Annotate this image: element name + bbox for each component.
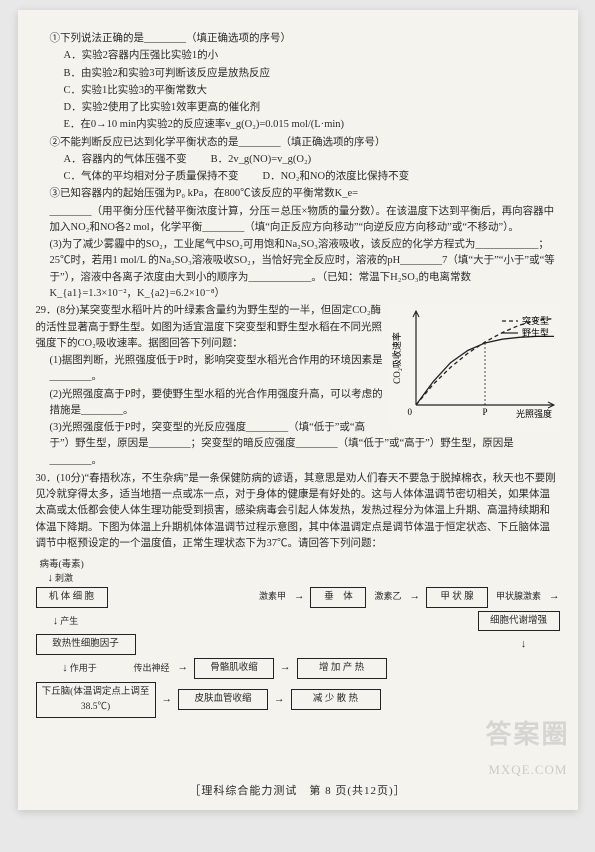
q29-chart: 0 P 光照强度 CO₂吸收速率 突变型野生型 xyxy=(390,305,560,425)
arrow-down-icon: ↓产生 xyxy=(36,616,98,627)
flow-virus: 病毒(毒素) xyxy=(40,558,560,573)
q28-opt2-c: C．气体的平均相对分子质量保持不变 xyxy=(64,169,239,185)
arrow-down-icon: ↓刺激 xyxy=(36,573,108,584)
q28-opt2-b: B．2v_g(NO)=v_g(O₂) xyxy=(211,152,312,168)
arrow-right-icon: → xyxy=(274,692,285,708)
arrow-right-icon: → xyxy=(280,660,291,676)
svg-text:光照强度: 光照强度 xyxy=(515,408,551,419)
watermark-url: MXQE.COM xyxy=(488,760,567,780)
label-jisujia: 激素甲 xyxy=(259,590,286,604)
q30-flowchart: 病毒(毒素) ↓刺激 机 体 细 胞 激素甲 → 垂 体 激素乙 → 甲 状 腺… xyxy=(36,558,560,718)
q28-stem3b: ________（用平衡分压代替平衡浓度计算，分压＝总压×物质的量分数）。在该温… xyxy=(36,204,560,237)
node-jianshao: 减 少 散 热 xyxy=(291,689,381,710)
node-jiazhuang: 甲 状 腺 xyxy=(426,587,488,608)
q28-stem4: (3)为了减少雾霾中的SO₂，工业尾气中SO₂可用饱和Na₂SO₃溶液吸收，该反… xyxy=(36,237,560,302)
label-jisuyi: 激素乙 xyxy=(374,590,401,604)
q28-opt2-d: D．NO₂和NO的浓度比保持不变 xyxy=(263,169,410,185)
arrow-down-icon: ↓ xyxy=(488,639,560,650)
q28-opt1-d: D．实验2使用了比实验1效率更高的催化剂 xyxy=(36,100,560,116)
label-chuanchu: 传出神经 xyxy=(134,662,170,676)
arrow-right-icon: → xyxy=(178,660,189,676)
node-xibao: 细胞代谢增强 xyxy=(478,611,560,632)
q28-opt1-e: E．在0→10 min内实验2的反应速率v_g(O₂)=0.015 mol/(L… xyxy=(36,117,560,133)
svg-text:突变型: 突变型 xyxy=(522,315,549,326)
q28-opt1-a: A．实验2容器内压强比实验1的小 xyxy=(36,48,560,64)
q28-stem1: ①下列说法正确的是________（填正确选项的序号） xyxy=(36,31,560,47)
arrow-right-icon: → xyxy=(294,589,305,605)
q28-opt2-a: A．容器内的气体压强不变 xyxy=(64,152,187,168)
arrow-right-icon: → xyxy=(549,589,560,605)
node-zhire: 致热性细胞因子 xyxy=(36,634,136,655)
node-xiaqiu: 下丘脑(体温调定点上调至38.5℃) xyxy=(36,682,156,718)
arrow-right-icon: → xyxy=(162,692,173,708)
page-footer: ［理科综合能力测试 第 8 页(共12页)］ xyxy=(18,783,578,800)
node-zengjia: 增 加 产 热 xyxy=(297,658,387,679)
q28-stem2: ②不能判断反应已达到化学平衡状态的是________（填正确选项的序号） xyxy=(36,135,560,151)
label-jiazhuangsu: 甲状腺激素 xyxy=(496,590,541,604)
svg-text:CO₂吸收速率: CO₂吸收速率 xyxy=(391,332,402,384)
q28-opt1-b: B．由实验2和实验3可判断该反应是放热反应 xyxy=(36,66,560,82)
node-pifu: 皮肤血管收缩 xyxy=(178,689,268,710)
watermark-logo: 答案圈 xyxy=(485,715,569,755)
node-chuiti: 垂 体 xyxy=(310,587,366,608)
svg-text:P: P xyxy=(482,407,487,417)
arrow-right-icon: → xyxy=(409,589,420,605)
q28-opt1-c: C．实验1比实验3的平衡常数大 xyxy=(36,83,560,99)
q30-title: 30．(10分)“春捂秋冻，不生杂病”是一条保健防病的谚语，其意思是劝人们春天不… xyxy=(36,471,560,552)
arrow-down-icon: ↓作用于 xyxy=(36,663,126,674)
svg-text:野生型: 野生型 xyxy=(522,327,549,338)
svg-text:0: 0 xyxy=(407,407,412,417)
q29-p3: (3)光照强度低于P时，突变型的光反应强度________（填“低于”或“高于”… xyxy=(36,420,560,469)
node-jiti: 机 体 细 胞 xyxy=(36,587,108,608)
exam-page: ①下列说法正确的是________（填正确选项的序号） A．实验2容器内压强比实… xyxy=(18,10,578,810)
q28-stem3a: ③已知容器内的起始压强为P₀ kPa，在800℃该反应的平衡常数K_e= xyxy=(36,186,560,202)
node-guge: 骨骼肌收缩 xyxy=(194,658,274,679)
